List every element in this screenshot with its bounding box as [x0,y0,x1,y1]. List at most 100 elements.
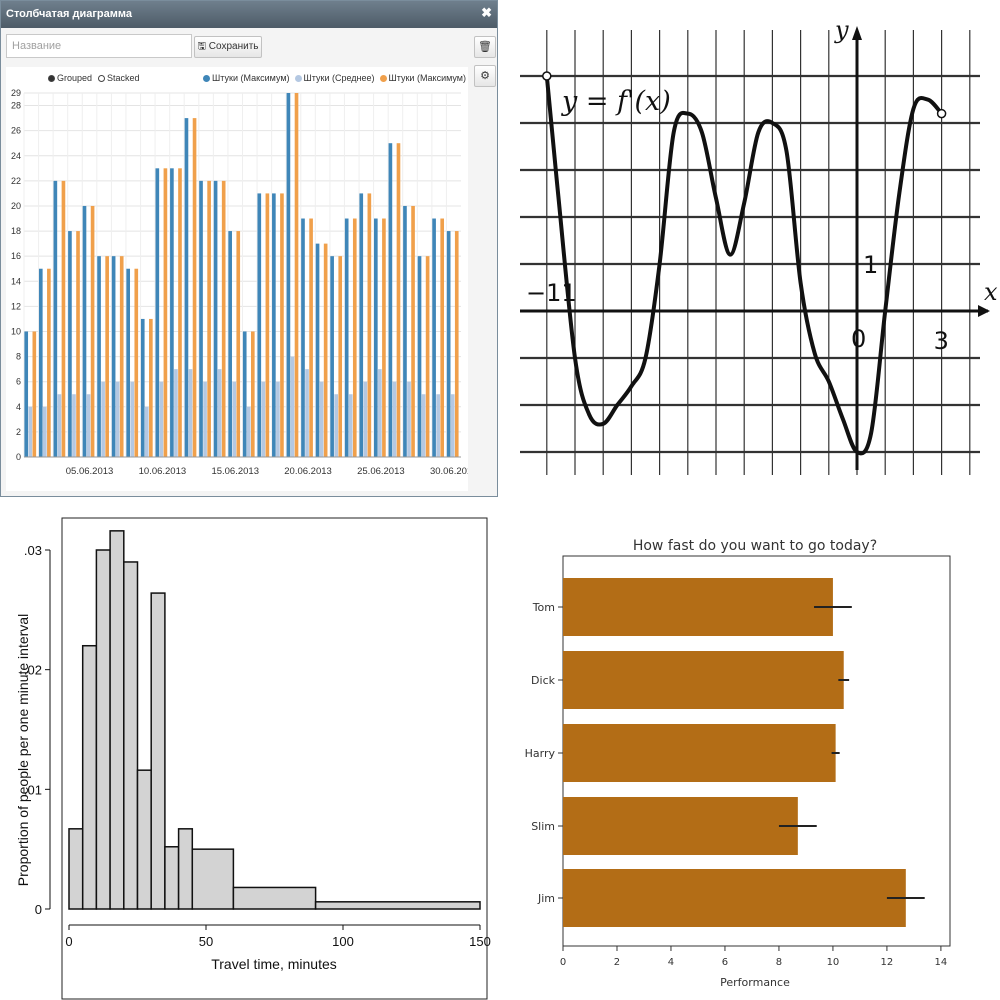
histogram-bar-10-15 [95,549,111,910]
bar-15.06.2013-series-0 [228,231,232,457]
bar-23.06.2013-series-1 [348,394,353,457]
x-axis-label: x [984,278,998,306]
bar-11.06.2013-series-1 [174,369,178,457]
legend-label: Штуки (Максимум) [212,73,290,83]
bar-08.06.2013-series-0 [126,268,131,457]
bar-25.06.2013-series-2 [382,218,386,457]
settings-button[interactable]: ⚙ [474,65,496,87]
bar-22.06.2013-series-1 [334,394,338,457]
chart-name-input[interactable] [6,34,192,58]
y-axis-arrow [852,26,862,40]
bar-21.06.2013-series-1 [319,381,324,457]
x-tick-label: 10 [827,957,840,968]
histogram-bar-35-40 [164,846,180,910]
bar-29.06.2013-series-0 [432,218,436,457]
legend-item-avg[interactable]: Штуки (Среднее) [294,73,375,83]
save-button-label: Сохранить [208,41,259,52]
y-tick-label: Jim [537,892,555,905]
bar-28.06.2013-series-1 [421,394,426,457]
bar-17.06.2013-series-0 [257,193,262,457]
stacked-radio-dot [98,74,106,82]
x-tick-label: 15.06.2013 [211,466,259,477]
grouped-mode-radio[interactable]: Grouped [48,73,92,83]
performance-bar-chart-svg: How fast do you want to go today? Tom Dick… [525,538,951,989]
legend-item-max-1[interactable]: Штуки (Максимум) [203,73,290,83]
bar-18.06.2013-series-0 [272,193,276,457]
bar-19.06.2013-series-2 [294,93,299,457]
x-tick-label: 30.06.2013 [430,466,468,477]
bar-harry [563,724,836,782]
bar-22.06.2013-series-2 [338,256,343,457]
bar-09.06.2013-series-0 [140,318,145,457]
chart-legend: Штуки (Максимум) Штуки (Среднее) Штуки (… [203,73,466,83]
bar-27.06.2013-series-2 [411,205,415,457]
plot-frame [61,517,488,1000]
open-endpoint-right [936,108,947,119]
histogram-bar-60-90 [232,886,317,910]
floppy-disk-icon: 🖫 [197,41,207,52]
bar-22.06.2013-series-0 [330,256,334,457]
bar-28.06.2013-series-0 [417,256,422,457]
histogram-bar-45-60 [191,848,235,910]
grouped-radio-dot [48,74,55,82]
y-tick-label: 12 [11,301,21,311]
y-tick-label: 2 [16,427,21,437]
window-title: Столбчатая диаграмма [6,8,133,20]
chart-mode-toggle: Grouped Stacked [48,73,140,83]
legend-swatch [203,74,211,82]
bar-21.06.2013-series-2 [323,243,328,457]
delete-button[interactable]: 🗑 [474,36,496,58]
bar-11.06.2013-series-2 [178,168,182,457]
x-tick-label: 2 [614,957,620,968]
y-axis-label: Proportion of people per one minute inte… [15,614,31,886]
bar-16.06.2013-series-1 [246,406,251,457]
save-button[interactable]: 🖫 Сохранить [194,36,262,58]
histogram-bar-25-30 [136,769,152,910]
bar-30.06.2013-series-0 [446,231,451,457]
bar-01.06.2013-series-1 [28,406,33,457]
bar-08.06.2013-series-2 [134,268,139,457]
y-tick-label: 14 [11,276,21,286]
bar-01.06.2013-series-0 [24,331,29,457]
bar-12.06.2013-series-0 [184,118,189,457]
y-axis-label: y [834,16,849,44]
y-tick-label: 24 [11,151,21,161]
bar-01.06.2013-series-2 [32,331,37,457]
y-tick-label: 8 [16,352,21,362]
bar-15.06.2013-series-2 [236,231,241,457]
x-mark-3: 3 [934,327,949,355]
y-tick-label: .03 [24,543,42,558]
legend-label: Штуки (Максимум) [388,73,466,83]
chart-title: How fast do you want to go today? [633,538,877,554]
histogram-bar-0-5 [68,828,84,910]
bar-12.06.2013-series-2 [192,118,197,457]
bar-13.06.2013-series-1 [203,381,207,457]
y-tick-label: .01 [24,782,42,797]
histogram-bar-30-35 [150,592,166,910]
bar-04.06.2013-series-0 [68,231,72,457]
y-tick-label: 4 [16,402,21,412]
function-label: y = f'(x) [561,86,671,117]
close-icon[interactable]: ✖ [481,5,492,20]
y-tick-label: Dick [531,674,556,687]
bar-07.06.2013-series-2 [119,256,124,457]
bar-25.06.2013-series-1 [378,369,382,457]
x-tick-label: 12 [881,957,894,968]
bar-16.06.2013-series-2 [250,331,255,457]
grouped-bar-chart: 0 2 4 6 8 10 12 14 16 18 20 22 24 26 28 29 05.06.2013 10.… [6,67,468,491]
stacked-mode-label: Stacked [107,73,140,83]
bar-29.06.2013-series-2 [440,218,445,457]
y-tick-label: 29 [11,88,21,98]
legend-item-max-2[interactable]: Штуки (Максимум) [379,73,466,83]
bar-03.06.2013-series-1 [57,394,62,457]
trash-icon: 🗑 [478,41,492,53]
x-tick-label: 14 [935,957,948,968]
bar-26.06.2013-series-1 [392,381,397,457]
stacked-mode-radio[interactable]: Stacked [98,73,140,83]
bar-12.06.2013-series-1 [188,369,193,457]
legend-swatch [379,74,387,82]
bar-03.06.2013-series-0 [53,180,58,457]
bar-20.06.2013-series-1 [305,369,309,457]
x-axis-label: Travel time, minutes [211,956,337,972]
bar-04.06.2013-series-1 [72,394,76,457]
